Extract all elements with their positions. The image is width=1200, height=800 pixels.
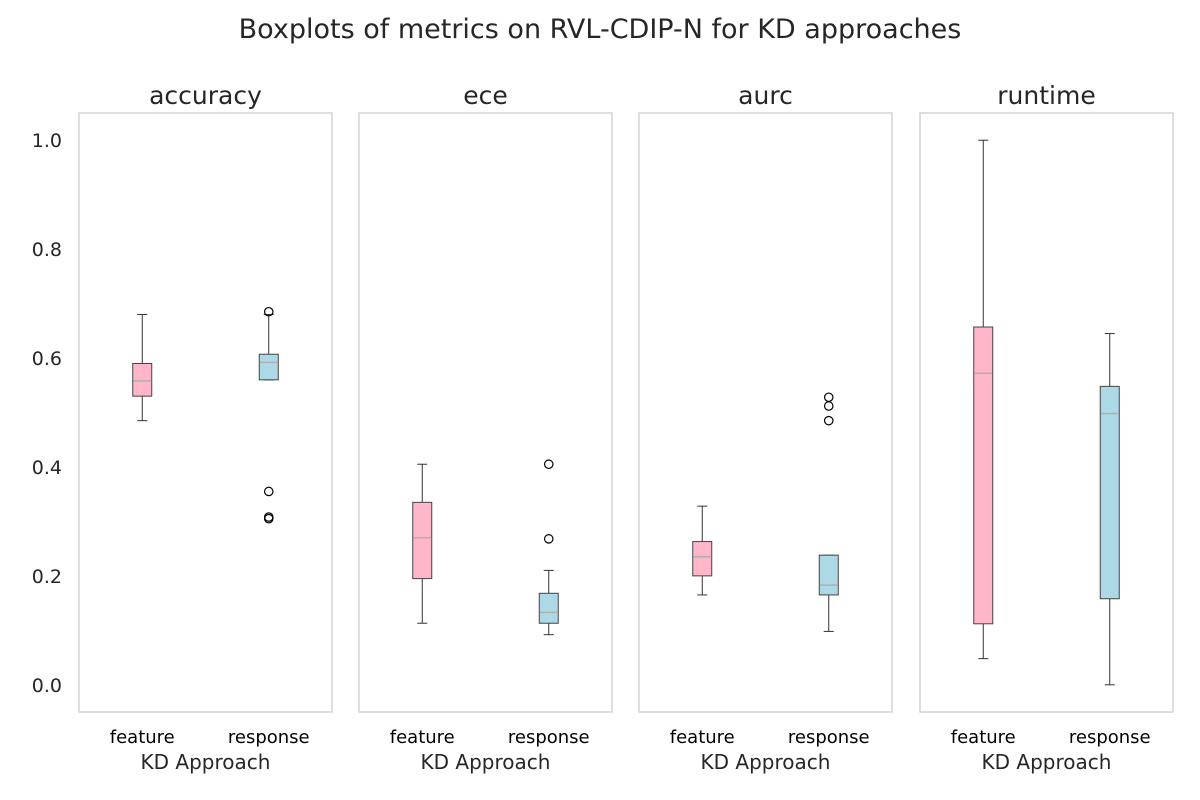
box-feature [132, 362, 153, 397]
box-response [538, 592, 559, 624]
box-feature [973, 326, 994, 625]
y-tick-label: 0.6 [32, 348, 62, 370]
box-response [1099, 385, 1120, 600]
panel-frame [358, 112, 613, 713]
x-tick-label: response [508, 727, 590, 748]
y-tick-label: 1.0 [32, 130, 62, 152]
chart-title: Boxplots of metrics on RVL-CDIP-N for KD… [239, 14, 962, 45]
panel-title: runtime [997, 81, 1095, 110]
x-tick-label: response [228, 727, 310, 748]
x-axis-label: KD Approach [982, 750, 1112, 774]
outlier-point [263, 486, 274, 497]
box-feature [692, 541, 713, 577]
y-tick-label: 0.8 [32, 239, 62, 261]
outlier-point [823, 415, 834, 426]
x-axis-label: KD Approach [141, 750, 271, 774]
x-tick-label: response [788, 727, 870, 748]
x-axis-label: KD Approach [701, 750, 831, 774]
panel-frame [638, 112, 893, 713]
panel-title: aurc [738, 81, 793, 110]
x-axis-label: KD Approach [421, 750, 551, 774]
box-response [258, 353, 279, 381]
x-tick-label: feature [110, 727, 175, 748]
outlier-point [543, 534, 554, 544]
y-tick-label: 0.4 [32, 457, 62, 479]
x-tick-label: feature [390, 727, 455, 748]
outlier-point [543, 459, 554, 470]
panel-frame [78, 112, 333, 713]
panel-title: ece [463, 81, 508, 110]
panel-title: accuracy [149, 81, 262, 110]
outlier-point [823, 401, 834, 411]
y-tick-label: 0.2 [32, 566, 62, 588]
x-tick-label: feature [951, 727, 1016, 748]
y-tick-label: 0.0 [32, 675, 62, 697]
outlier-point [263, 513, 274, 524]
outlier-point [263, 306, 274, 317]
box-feature [412, 501, 433, 580]
box-response [818, 554, 839, 596]
panel-frame [919, 112, 1174, 713]
x-tick-label: response [1069, 727, 1151, 748]
outlier-point [823, 392, 834, 403]
x-tick-label: feature [670, 727, 735, 748]
